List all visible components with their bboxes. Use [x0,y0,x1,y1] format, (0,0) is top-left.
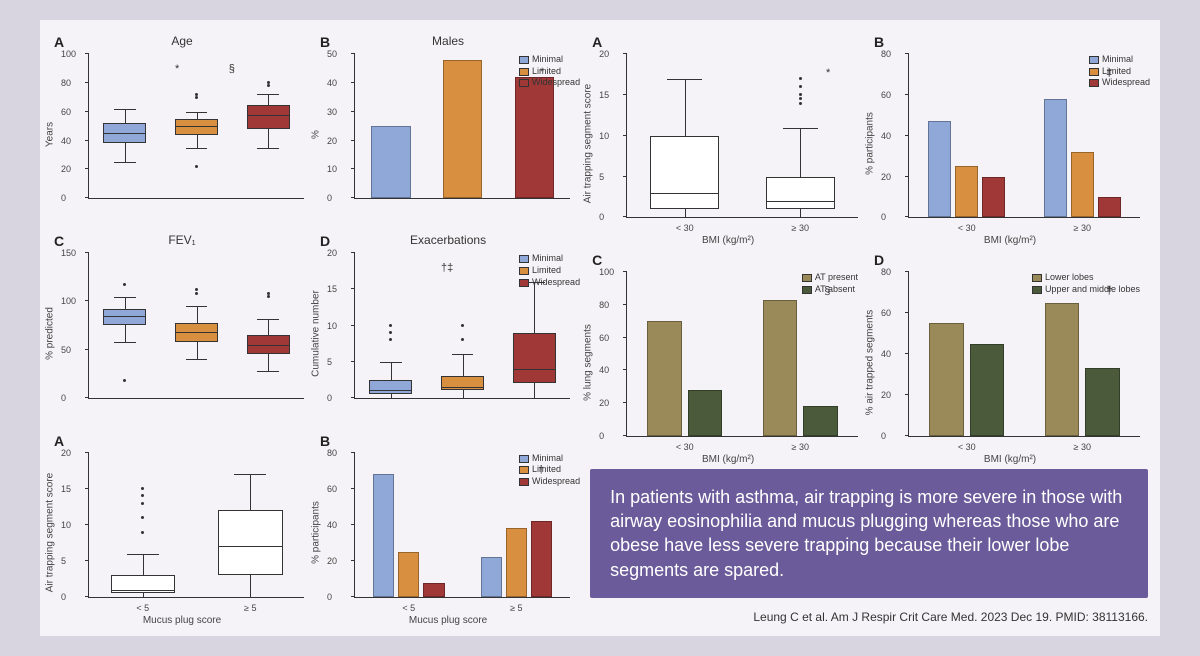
plot-area: 050100150 [88,253,304,398]
panel-left-D: DExacerbationsCumulative number05101520†… [318,231,578,424]
legend: MinimalLimitedWidespread [1089,54,1150,89]
columns: AAgeYears020406080100*§ BMales%010203040… [52,32,1148,624]
plot-area: 05101520< 30≥ 30* [626,54,858,218]
legend: MinimalLimitedWidespread [519,453,580,488]
legend: AT presentAT absent [802,272,858,295]
callout-box: In patients with asthma, air trapping is… [590,469,1148,598]
plot-area: 020406080100*§ [88,54,304,199]
panel-left-E: AAir trapping segment scoreMucus plug sc… [52,431,312,624]
legend: MinimalLimitedWidespread [519,54,580,89]
citation: Leung C et al. Am J Respir Crit Care Med… [590,610,1148,624]
plot-area: 020406080< 30≥ 30† [908,272,1140,436]
legend: Lower lobesUpper and middle lobes [1032,272,1140,295]
panel-left-A: AAgeYears020406080100*§ [52,32,312,225]
panel-right-A: AAir trapping segment scoreBMI (kg/m²)05… [590,32,866,244]
plot-area: 05101520< 5≥ 5 [88,453,304,598]
left-column: AAgeYears020406080100*§ BMales%010203040… [52,32,578,624]
legend: MinimalLimitedWidespread [519,253,580,288]
right-column: AAir trapping segment scoreBMI (kg/m²)05… [590,32,1148,624]
plot-area: 020406080100< 30≥ 30§ [626,272,858,436]
panel-right-D: D% air trapped segmentsBMI (kg/m²)020406… [872,250,1148,462]
panel-left-F: B% participantsMucus plug score020406080… [318,431,578,624]
panel-right-B: B% participantsBMI (kg/m²)020406080< 30≥… [872,32,1148,244]
slide: AAgeYears020406080100*§ BMales%010203040… [40,20,1160,636]
right-grid: AAir trapping segment scoreBMI (kg/m²)05… [590,32,1148,463]
panel-left-C: CFEV₁% predicted050100150 [52,231,312,424]
panel-left-B: BMales%01020304050*MinimalLimitedWidespr… [318,32,578,225]
panel-right-C: C% lung segmentsBMI (kg/m²)020406080100<… [590,250,866,462]
